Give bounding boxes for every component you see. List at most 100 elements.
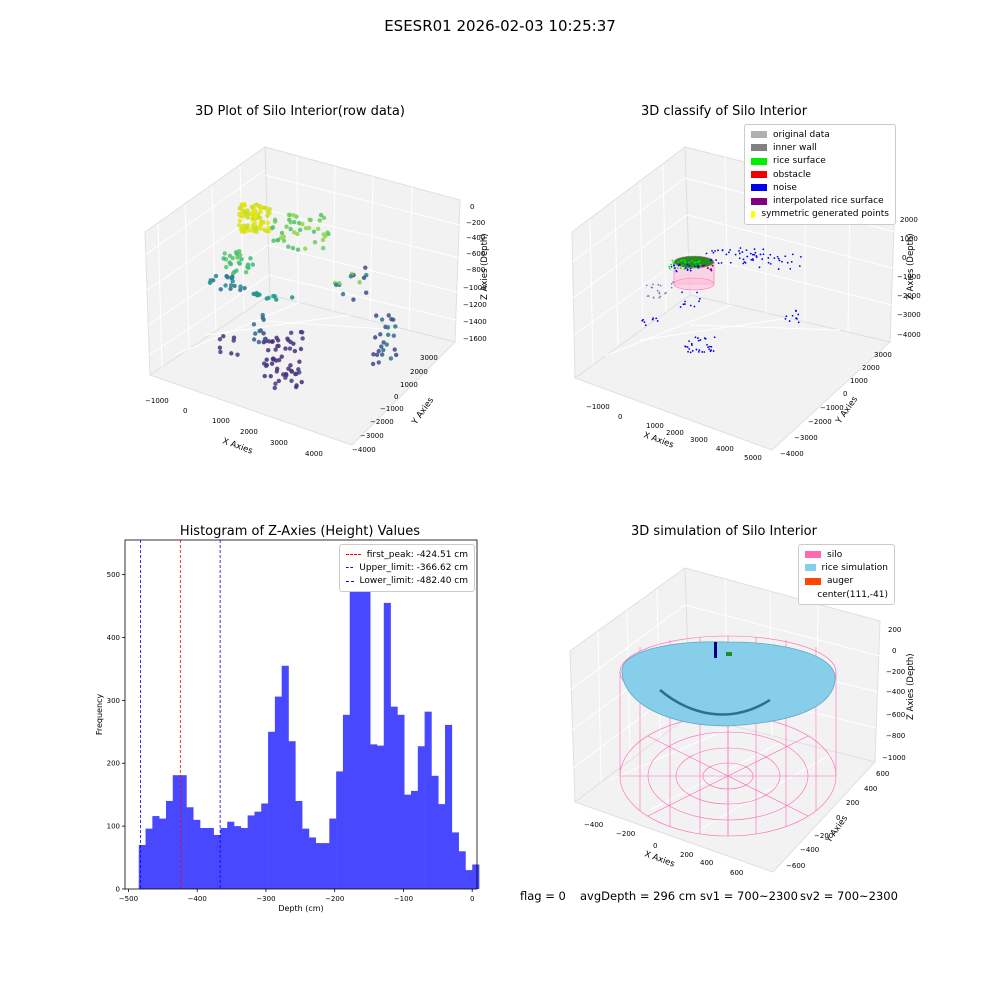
histogram-bar [179,775,187,889]
data-point [761,258,764,260]
data-point [297,370,302,375]
data-point [734,253,737,256]
histogram-bar [315,843,323,889]
x-tick-label: −500 [119,895,138,903]
data-point [679,306,682,308]
data-point [228,286,233,291]
data-point [684,267,687,270]
data-point [230,271,236,276]
data-point [251,208,257,213]
data-point [767,257,770,259]
p4-xtick: 200 [680,851,693,859]
data-point [252,221,258,226]
x-tick-label: 0 [470,895,474,903]
data-point [391,333,397,338]
histogram-bar [186,807,194,889]
data-point [340,291,346,297]
p2-ztick: −1000 [897,273,921,281]
p2-ytick: −2000 [808,418,832,426]
data-point [707,346,710,349]
p2-ytick: −1000 [820,404,844,412]
p1-xtick: 0 [183,407,187,415]
plot-frame [124,539,478,890]
legend-swatch [346,554,361,556]
data-point [315,226,321,232]
data-point [272,385,277,391]
data-point [258,209,263,215]
data-point [221,256,226,261]
data-point [754,251,757,254]
data-point [712,251,715,254]
data-point [232,283,237,289]
data-point [260,312,265,318]
data-point [691,344,693,347]
legend-label: rice simulation [821,562,888,573]
data-point [283,371,289,377]
data-point [303,246,308,251]
data-point [300,336,305,341]
data-point [287,346,293,351]
legend-label: rice surface [773,156,826,167]
p4-xtick: −400 [584,821,603,829]
data-point [321,215,327,220]
legend-swatch [346,567,354,569]
panel4-title: 3D simulation of Silo Interior [631,524,817,539]
data-point [695,348,698,351]
p2-xtick: 5000 [744,454,762,462]
data-point [686,263,689,266]
histogram-bar [200,828,208,889]
histogram-bar [159,818,167,889]
data-point [283,375,288,380]
data-point [333,282,339,288]
data-point [725,253,728,256]
data-point [254,229,259,234]
data-point [689,351,692,354]
data-point [213,273,219,279]
data-point [251,337,257,342]
data-point [727,251,730,254]
data-point [670,265,673,268]
p1-ztick: −800 [466,266,485,274]
p2-zlabel: Z Axies (Depth) [906,233,916,300]
p4-ztick: −600 [886,711,905,719]
data-point [706,343,708,346]
data-point [229,351,234,356]
p1-ytick: 1000 [400,381,418,389]
legend-entry: obstacle [751,168,889,181]
legend-entry: silo [805,548,888,561]
data-point [281,238,287,243]
data-point [777,268,780,270]
data-point [228,283,234,288]
data-point [253,213,259,219]
p2-xtick: 1000 [646,422,664,430]
data-point [229,275,234,281]
data-point [791,314,794,317]
p4-ztick: 200 [888,626,901,634]
p4-ytick: 200 [846,799,859,807]
data-point [797,313,800,316]
p4-ytick: −400 [800,846,819,854]
data-point [320,237,326,243]
data-point [269,225,275,231]
x-tick-label: −100 [394,895,413,903]
data-point [670,282,673,285]
data-point [218,349,223,355]
data-point [644,324,647,327]
legend-swatch [805,577,821,585]
data-point [681,259,684,262]
data-point [679,267,682,270]
data-point [223,283,228,288]
p1-ztick: −1600 [463,335,487,343]
data-point [769,253,772,256]
data-point [265,213,270,218]
legend-label: original data [773,129,830,140]
data-point [292,348,298,354]
histogram-bar [329,818,337,889]
data-point [701,351,704,353]
data-point [317,218,323,223]
data-point [390,317,396,322]
data-point [287,212,293,218]
data-point [698,349,701,352]
data-point [351,297,356,302]
data-point [678,263,681,266]
